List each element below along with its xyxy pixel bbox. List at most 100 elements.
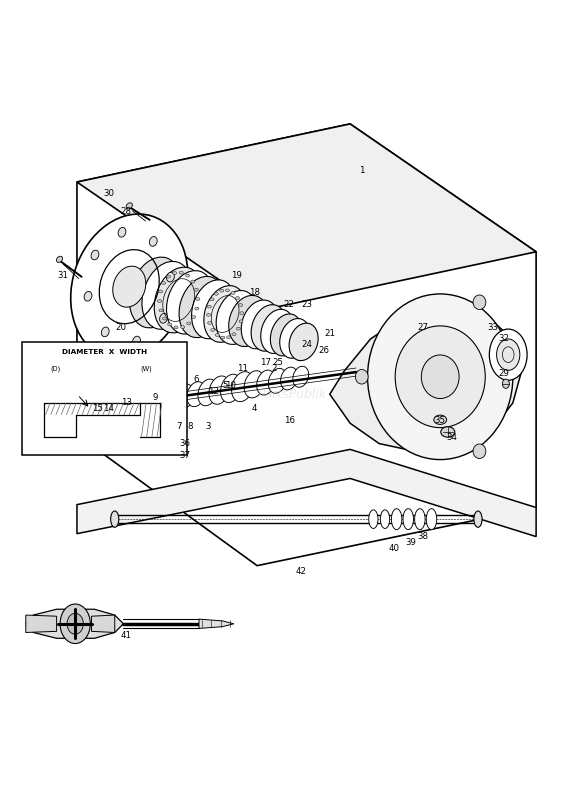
Ellipse shape xyxy=(158,299,162,302)
Text: 5: 5 xyxy=(223,381,228,390)
Text: 36: 36 xyxy=(179,439,190,448)
Ellipse shape xyxy=(280,318,310,358)
Ellipse shape xyxy=(72,424,77,426)
Ellipse shape xyxy=(69,418,73,421)
Ellipse shape xyxy=(211,329,215,331)
Ellipse shape xyxy=(159,314,168,323)
Polygon shape xyxy=(53,408,123,431)
Ellipse shape xyxy=(84,291,92,301)
Text: 13: 13 xyxy=(121,398,132,407)
Text: 8: 8 xyxy=(187,422,193,430)
Ellipse shape xyxy=(403,509,413,530)
Ellipse shape xyxy=(244,370,265,398)
Ellipse shape xyxy=(289,323,318,361)
Text: 6: 6 xyxy=(193,375,199,384)
Text: 33: 33 xyxy=(487,323,498,332)
Ellipse shape xyxy=(207,314,210,316)
Ellipse shape xyxy=(186,274,190,277)
Text: 35: 35 xyxy=(434,416,446,425)
Ellipse shape xyxy=(130,257,182,328)
Text: 21: 21 xyxy=(324,329,335,338)
Ellipse shape xyxy=(473,295,486,310)
Ellipse shape xyxy=(187,322,191,325)
Ellipse shape xyxy=(71,214,188,359)
Text: 41: 41 xyxy=(121,631,132,640)
Ellipse shape xyxy=(196,298,200,301)
Ellipse shape xyxy=(198,379,217,406)
Ellipse shape xyxy=(191,280,195,283)
Ellipse shape xyxy=(110,511,119,527)
Ellipse shape xyxy=(81,408,85,410)
Ellipse shape xyxy=(134,390,154,416)
Ellipse shape xyxy=(159,309,163,312)
Text: 34: 34 xyxy=(446,434,457,442)
Ellipse shape xyxy=(180,326,185,329)
Text: 23: 23 xyxy=(301,299,312,309)
Text: 38: 38 xyxy=(418,532,428,541)
Text: 2: 2 xyxy=(272,363,277,373)
Ellipse shape xyxy=(166,270,214,334)
Ellipse shape xyxy=(72,411,77,414)
Ellipse shape xyxy=(166,272,175,282)
Text: 31: 31 xyxy=(57,270,68,279)
Text: 42: 42 xyxy=(296,567,306,576)
Text: (W): (W) xyxy=(141,365,152,372)
Ellipse shape xyxy=(367,294,513,459)
Ellipse shape xyxy=(502,379,509,388)
Text: 10: 10 xyxy=(225,381,237,390)
Ellipse shape xyxy=(99,411,103,414)
Ellipse shape xyxy=(168,323,172,326)
Ellipse shape xyxy=(474,511,482,527)
Ellipse shape xyxy=(72,410,103,429)
Text: 19: 19 xyxy=(231,270,242,279)
Polygon shape xyxy=(77,450,536,537)
Ellipse shape xyxy=(232,372,253,402)
Polygon shape xyxy=(26,615,57,633)
Ellipse shape xyxy=(133,336,140,346)
Ellipse shape xyxy=(237,327,241,330)
Ellipse shape xyxy=(174,326,178,329)
Ellipse shape xyxy=(441,426,455,437)
Ellipse shape xyxy=(81,428,85,430)
Text: 15: 15 xyxy=(92,404,103,414)
Ellipse shape xyxy=(355,370,368,384)
Ellipse shape xyxy=(220,290,224,292)
Ellipse shape xyxy=(229,295,268,346)
Text: 20: 20 xyxy=(115,323,126,332)
Ellipse shape xyxy=(142,262,192,330)
Ellipse shape xyxy=(194,307,199,310)
Text: 37: 37 xyxy=(179,450,190,460)
Ellipse shape xyxy=(148,386,169,415)
Ellipse shape xyxy=(473,444,486,458)
Ellipse shape xyxy=(426,509,437,530)
Ellipse shape xyxy=(216,290,258,345)
Ellipse shape xyxy=(179,271,183,274)
Ellipse shape xyxy=(395,326,485,428)
Ellipse shape xyxy=(231,291,235,294)
Text: 25: 25 xyxy=(272,358,283,366)
Ellipse shape xyxy=(59,414,69,421)
Ellipse shape xyxy=(123,392,141,417)
Ellipse shape xyxy=(208,322,212,324)
Ellipse shape xyxy=(102,327,109,337)
Ellipse shape xyxy=(232,333,236,336)
Text: 9: 9 xyxy=(153,393,158,402)
Ellipse shape xyxy=(235,297,239,299)
Text: 12: 12 xyxy=(208,386,219,396)
Text: 30: 30 xyxy=(103,189,114,198)
Ellipse shape xyxy=(270,314,302,356)
Ellipse shape xyxy=(91,408,95,410)
Ellipse shape xyxy=(173,271,177,274)
Ellipse shape xyxy=(380,510,390,529)
Text: 39: 39 xyxy=(406,538,416,547)
Ellipse shape xyxy=(187,382,206,406)
Ellipse shape xyxy=(163,385,183,412)
Ellipse shape xyxy=(99,424,103,426)
Text: 29: 29 xyxy=(499,370,510,378)
Text: 26: 26 xyxy=(318,346,329,355)
Text: 7: 7 xyxy=(176,422,182,430)
Ellipse shape xyxy=(179,277,225,338)
Ellipse shape xyxy=(154,267,203,333)
Ellipse shape xyxy=(126,202,133,209)
Text: (D): (D) xyxy=(50,365,61,372)
